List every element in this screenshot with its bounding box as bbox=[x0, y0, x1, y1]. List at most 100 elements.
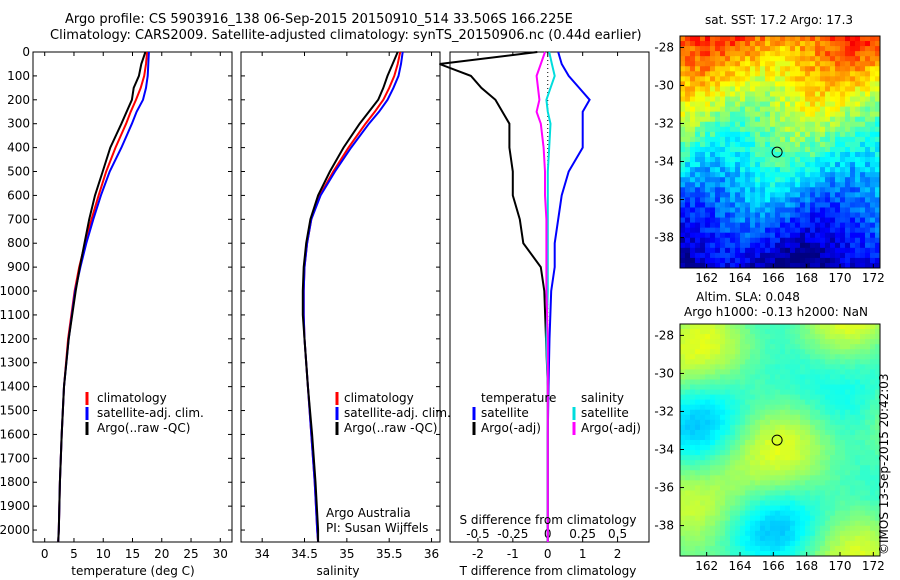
heatmap-cell bbox=[840, 212, 846, 219]
heatmap-cell bbox=[800, 136, 806, 143]
heatmap-cell bbox=[780, 384, 786, 391]
heatmap-cell bbox=[830, 197, 836, 203]
heatmap-cell bbox=[755, 162, 761, 168]
heatmap-cell bbox=[865, 349, 871, 355]
heatmap-cell bbox=[725, 237, 731, 244]
heatmap-cell bbox=[730, 71, 736, 77]
heatmap-cell bbox=[740, 116, 746, 123]
heatmap-cell bbox=[860, 121, 866, 128]
heatmap-cell bbox=[705, 354, 711, 360]
heatmap-cell bbox=[850, 500, 856, 507]
heatmap-cell bbox=[805, 177, 811, 183]
heatmap-cell bbox=[780, 257, 786, 264]
heatmap-cell bbox=[770, 56, 776, 62]
heatmap-cell bbox=[680, 167, 686, 173]
heatmap-cell bbox=[680, 152, 686, 158]
heatmap-cell bbox=[720, 182, 726, 188]
heatmap-cell bbox=[845, 101, 851, 108]
heatmap-cell bbox=[800, 485, 806, 491]
series-line bbox=[57, 51, 150, 543]
heatmap-cell bbox=[790, 81, 796, 87]
heatmap-cell bbox=[745, 212, 751, 219]
heatmap-cell bbox=[680, 384, 686, 391]
heatmap-cell bbox=[770, 116, 776, 123]
heatmap-cell bbox=[760, 480, 766, 486]
heatmap-cell bbox=[765, 324, 771, 330]
heatmap-cell bbox=[805, 227, 811, 234]
heatmap-cell bbox=[755, 76, 761, 82]
heatmap-cell bbox=[760, 354, 766, 360]
heatmap-cell bbox=[770, 237, 776, 244]
heatmap-cell bbox=[745, 46, 751, 52]
depth-tick-label: 1900 bbox=[0, 499, 30, 513]
heatmap-cell bbox=[685, 141, 691, 148]
heatmap-cell bbox=[710, 237, 716, 244]
heatmap-cell bbox=[815, 419, 821, 426]
heatmap-cell bbox=[755, 46, 761, 52]
heatmap-cell bbox=[700, 349, 706, 355]
heatmap-cell bbox=[755, 520, 761, 527]
heatmap-cell bbox=[690, 81, 696, 87]
heatmap-cell bbox=[810, 359, 816, 365]
heatmap-cell bbox=[720, 344, 726, 350]
heatmap-cell bbox=[815, 505, 821, 512]
heatmap-cell bbox=[760, 187, 766, 193]
heatmap-cell bbox=[825, 252, 831, 259]
heatmap-cell bbox=[860, 424, 866, 431]
heatmap-cell bbox=[830, 232, 836, 239]
heatmap-cell bbox=[725, 111, 731, 118]
lat-tick-label: -28 bbox=[654, 40, 674, 54]
heatmap-cell bbox=[700, 106, 706, 113]
heatmap-cell bbox=[730, 262, 736, 269]
heatmap-cell bbox=[725, 359, 731, 365]
heatmap-cell bbox=[845, 106, 851, 113]
heatmap-cell bbox=[780, 399, 786, 406]
heatmap-cell bbox=[785, 172, 791, 178]
heatmap-cell bbox=[680, 101, 686, 108]
heatmap-cell bbox=[745, 369, 751, 375]
heatmap-cell bbox=[810, 515, 816, 522]
heatmap-cell bbox=[785, 257, 791, 264]
heatmap-cell bbox=[740, 257, 746, 264]
heatmap-cell bbox=[725, 339, 731, 345]
heatmap-cell bbox=[765, 545, 771, 552]
heatmap-cell bbox=[865, 460, 871, 466]
heatmap-cell bbox=[845, 520, 851, 527]
lon-tick-label: 162 bbox=[695, 271, 718, 285]
heatmap-cell bbox=[805, 232, 811, 239]
heatmap-cell bbox=[805, 96, 811, 103]
heatmap-cell bbox=[750, 525, 756, 532]
heatmap-cell bbox=[720, 56, 726, 62]
heatmap-cell bbox=[810, 212, 816, 219]
heatmap-cell bbox=[875, 111, 881, 118]
heatmap-cell bbox=[745, 227, 751, 234]
heatmap-cell bbox=[705, 81, 711, 87]
heatmap-cell bbox=[715, 379, 721, 386]
heatmap-cell bbox=[805, 389, 811, 396]
heatmap-cell bbox=[720, 339, 726, 345]
heatmap-cell bbox=[680, 505, 686, 512]
heatmap-cell bbox=[830, 227, 836, 234]
heatmap-cell bbox=[810, 106, 816, 113]
heatmap-cell bbox=[845, 61, 851, 67]
heatmap-cell bbox=[680, 56, 686, 62]
heatmap-cell bbox=[720, 545, 726, 552]
heatmap-cell bbox=[785, 131, 791, 138]
heatmap-cell bbox=[775, 237, 781, 244]
heatmap-cell bbox=[775, 515, 781, 522]
heatmap-cell bbox=[870, 237, 876, 244]
heatmap-cell bbox=[695, 46, 701, 52]
heatmap-cell bbox=[800, 116, 806, 123]
heatmap-cell bbox=[875, 257, 881, 264]
heatmap-cell bbox=[850, 217, 856, 224]
heatmap-cell bbox=[845, 197, 851, 203]
heatmap-cell bbox=[715, 187, 721, 193]
heatmap-cell bbox=[770, 394, 776, 401]
heatmap-cell bbox=[765, 162, 771, 168]
heatmap-cell bbox=[805, 429, 811, 436]
heatmap-cell bbox=[695, 36, 701, 42]
heatmap-cell bbox=[780, 475, 786, 481]
heatmap-cell bbox=[790, 202, 796, 208]
heatmap-cell bbox=[700, 91, 706, 98]
heatmap-cell bbox=[800, 490, 806, 496]
